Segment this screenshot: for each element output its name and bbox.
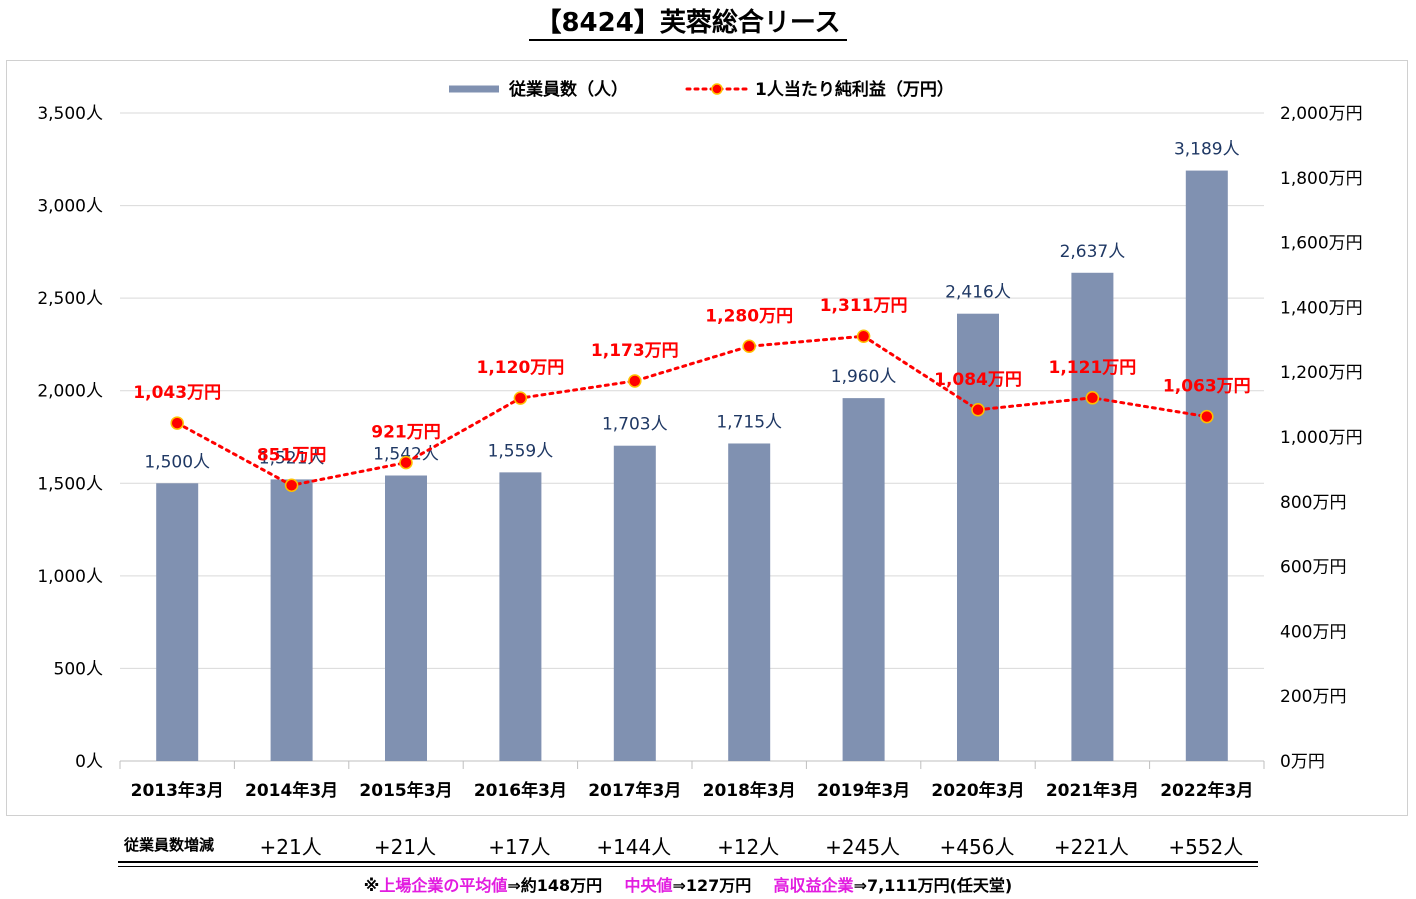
line-point	[1085, 391, 1100, 405]
legend-label-net-income: 1人当たり純利益（万円）	[755, 79, 954, 100]
x-tick-label: 2013年3月	[131, 780, 224, 801]
bar-data-label: 1,960人	[831, 367, 897, 387]
employee-change-value: +21人	[373, 835, 437, 859]
y-right-tick-label: 1,400万円	[1280, 298, 1363, 318]
employee-change-value: +12人	[717, 835, 780, 859]
y-right-tick-label: 200万円	[1280, 687, 1346, 707]
line-data-label: 921万円	[371, 423, 441, 443]
combo-chart: 0人 500人 1,000人 1,500人 2,000人 2,500人 3,000人 3,50…	[37, 79, 1363, 801]
y-right-tick-label: 1,800万円	[1280, 169, 1363, 189]
line-point	[971, 403, 985, 417]
y-left-tick-label: 1,500人	[37, 474, 103, 494]
bar-employees	[842, 398, 885, 761]
bar-data-label: 1,521人	[259, 448, 325, 468]
line-data-label: 1,043万円	[133, 383, 221, 403]
y-right-tick-label: 1,200万円	[1280, 363, 1363, 383]
legend-label-employees: 従業員数（人）	[508, 79, 628, 100]
y-left-tick-label: 3,000人	[37, 197, 103, 217]
divider-line	[118, 866, 1258, 867]
employee-change-value: +552人	[1168, 835, 1244, 859]
bar-employees	[270, 479, 313, 761]
bar-data-label: 3,189人	[1174, 140, 1240, 160]
bar-employees	[728, 443, 771, 761]
footnote-high-label: 高収益企業	[773, 876, 854, 895]
y-left-tick-label: 1,000人	[37, 567, 103, 587]
line-point	[1200, 409, 1214, 424]
bar-data-label: 1,715人	[716, 412, 782, 432]
footnote-high-value: ⇒7,111万円(任天堂)	[853, 876, 1013, 895]
x-tick-label: 2015年3月	[359, 780, 452, 801]
bar-data-label: 1,703人	[602, 415, 668, 435]
line-data-label: 851万円	[257, 445, 327, 465]
bar-employees	[156, 483, 199, 761]
y-right-tick-label: 2,000万円	[1280, 104, 1363, 124]
y-left-tick-label: 0人	[75, 752, 103, 772]
y-left-tick-label: 2,000人	[37, 382, 103, 402]
y-left-tick-label: 500人	[54, 659, 103, 679]
x-tick-label: 2016年3月	[474, 780, 567, 801]
legend-marker	[711, 83, 723, 95]
x-tick-label: 2020年3月	[931, 780, 1024, 801]
y-right-tick-label: 1,000万円	[1280, 428, 1363, 448]
line-data-label: 1,063万円	[1163, 377, 1251, 397]
employee-change-value: +245人	[825, 835, 901, 859]
line-point	[513, 391, 528, 405]
line-point	[399, 455, 413, 470]
x-tick-label: 2017年3月	[588, 780, 681, 801]
x-tick-label: 2022年3月	[1160, 780, 1253, 801]
x-tick-label: 2014年3月	[245, 780, 338, 801]
bar-employees	[613, 445, 656, 761]
y-right-tick-label: 800万円	[1280, 493, 1346, 513]
line-point	[628, 374, 642, 388]
bar-employees	[1185, 170, 1228, 761]
line-data-label: 1,084万円	[934, 370, 1022, 390]
bar-data-label: 2,416人	[945, 283, 1011, 303]
bar-data-label: 1,500人	[144, 452, 210, 472]
footnote-listed-avg-label: 上場企業の平均値	[379, 876, 508, 895]
bar-data-label: 1,559人	[488, 441, 554, 461]
footnote-median-value: ⇒127万円	[672, 876, 752, 895]
divider-line	[118, 861, 1258, 863]
bar-employees	[499, 472, 542, 761]
employee-change-value: +17人	[488, 835, 551, 859]
footnote-mark: ※	[363, 876, 380, 895]
footnote-median-label: 中央値	[624, 876, 673, 895]
y-right-tick-label: 0万円	[1280, 752, 1325, 772]
bar-employees	[1071, 272, 1114, 761]
y-left-tick-label: 2,500人	[37, 289, 103, 309]
employee-change-value: +21人	[259, 835, 322, 859]
page-title: 【8424】芙蓉総合リース	[0, 2, 1376, 41]
x-tick-label: 2021年3月	[1046, 780, 1139, 801]
chart-area: 0人 500人 1,000人 1,500人 2,000人 2,500人 3,000人 3,50…	[6, 60, 1408, 816]
line-point	[284, 478, 299, 493]
bar-data-label: 2,637人	[1060, 242, 1126, 262]
line-net-income-per-employee	[175, 334, 1209, 487]
line-data-label: 1,173万円	[591, 341, 679, 361]
footnote-listed-avg-value: ⇒約148万円	[507, 876, 603, 895]
x-tick-label: 2019年3月	[817, 780, 910, 801]
y-right-tick-label: 600万円	[1280, 558, 1346, 578]
line-data-label: 1,280万円	[705, 306, 793, 326]
line-data-label: 1,120万円	[477, 358, 565, 378]
line-point	[856, 329, 871, 343]
y-right-tick-label: 400万円	[1280, 622, 1346, 642]
x-tick-label: 2018年3月	[703, 780, 796, 801]
footnote: ※上場企業の平均値⇒約148万円 中央値⇒127万円 高収益企業⇒7,111万円…	[0, 872, 1376, 896]
line-point	[170, 416, 184, 430]
y-left-tick-label: 3,500人	[37, 104, 103, 124]
employee-change-label: 従業員数増減	[124, 836, 215, 854]
bar-data-label: 1,542人	[373, 445, 439, 465]
bar-employees	[385, 475, 427, 761]
line-data-label: 1,311万円	[820, 296, 908, 316]
y-right-tick-label: 1,600万円	[1280, 234, 1363, 254]
employee-change-value: +456人	[939, 835, 1015, 859]
employee-change-value: +144人	[596, 835, 672, 859]
line-data-label: 1,121万円	[1049, 358, 1137, 378]
bar-employees	[957, 313, 999, 761]
employee-change-value: +221人	[1053, 835, 1129, 859]
line-point	[742, 339, 756, 354]
